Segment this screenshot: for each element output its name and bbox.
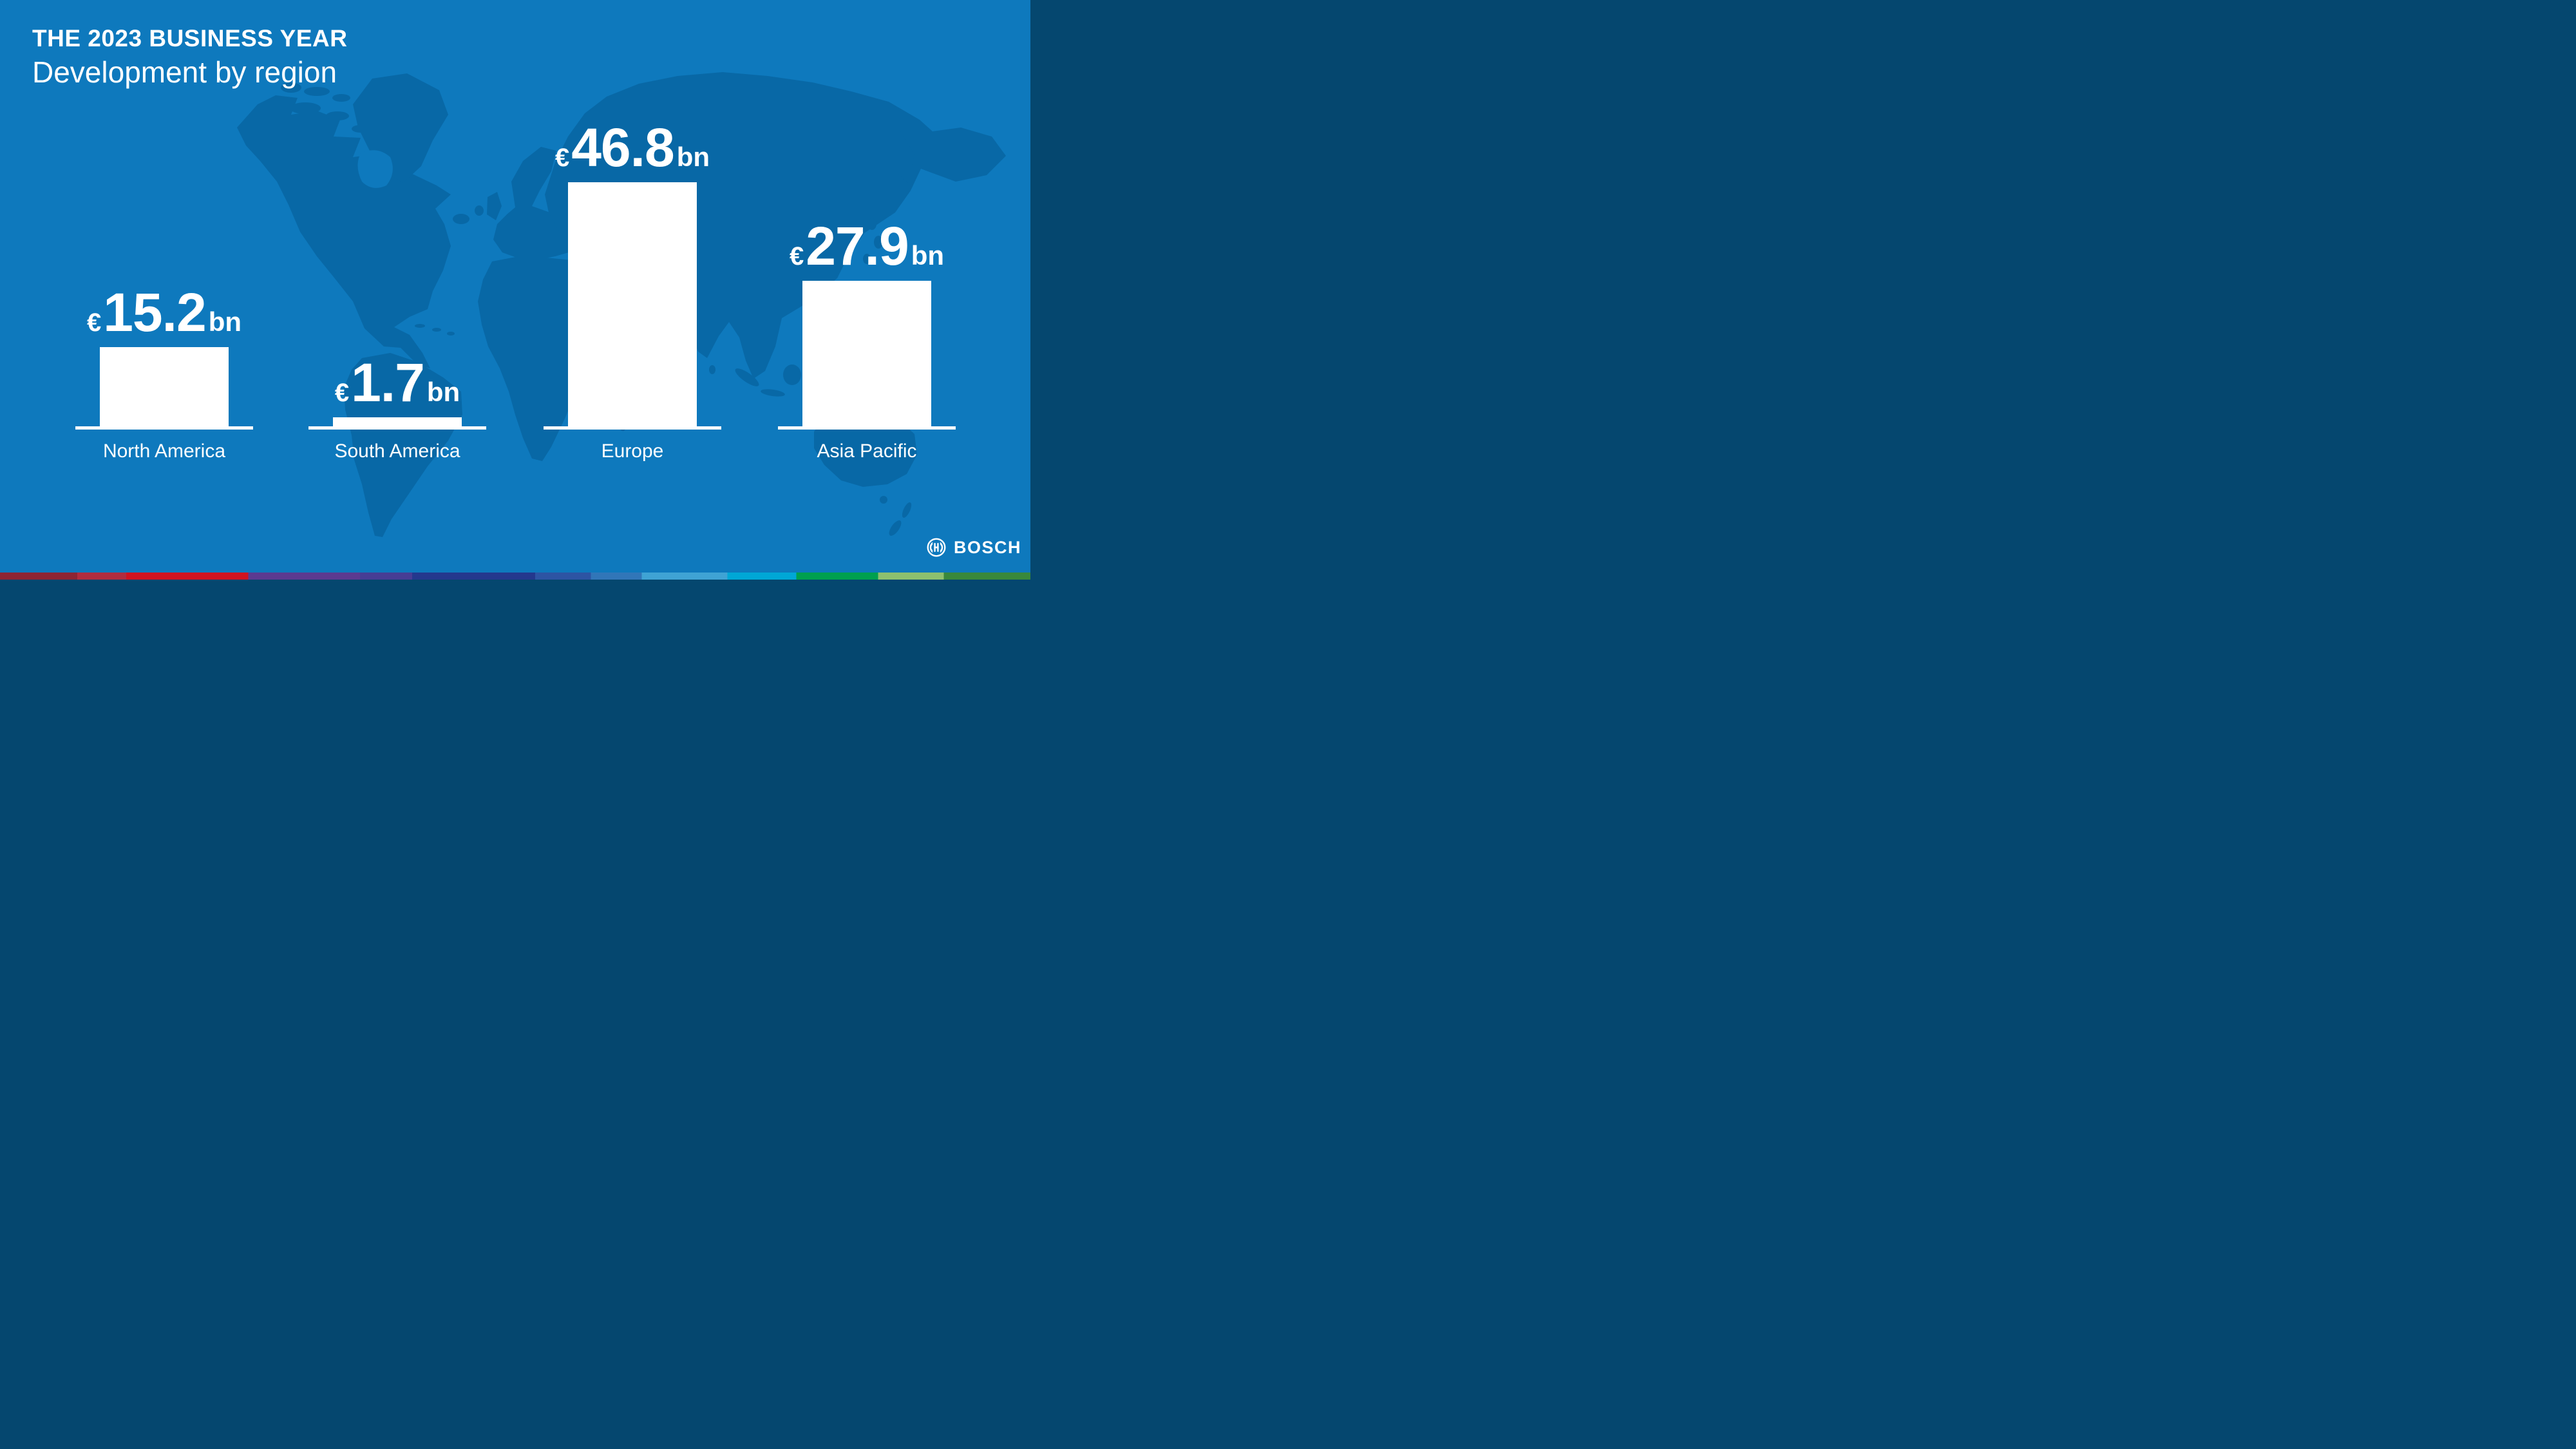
baseline [75, 426, 253, 430]
currency-symbol: € [334, 379, 350, 408]
currency-symbol: € [554, 143, 570, 172]
bar-value-unit: bn [426, 377, 460, 408]
bar-value-label: € 1.7 bn [335, 355, 460, 410]
region-group-europe: € 46.8 bn Europe [544, 0, 721, 580]
baseline [308, 426, 486, 430]
baseline [778, 426, 956, 430]
page-title: Development by region [32, 55, 337, 89]
category-label: North America [102, 440, 226, 462]
currency-symbol: € [86, 308, 102, 337]
brand-name: BOSCH [953, 538, 1021, 557]
category-label: Europe [601, 440, 664, 462]
category-label: Asia Pacific [817, 440, 917, 462]
bar-value-number: 46.8 [571, 117, 674, 178]
bar-value-label: € 27.9 bn [790, 219, 944, 273]
currency-symbol: € [789, 242, 804, 271]
bar [333, 417, 462, 426]
bar [802, 281, 931, 426]
slide: THE 2023 BUSINESS YEAR Development by re… [0, 0, 1030, 580]
header: THE 2023 BUSINESS YEAR Development by re… [32, 25, 348, 89]
bar-value-number: 27.9 [806, 216, 909, 277]
region-group-asia-pacific: € 27.9 bn Asia Pacific [778, 0, 956, 580]
bar-value-number: 1.7 [351, 352, 425, 413]
bar-value-number: 15.2 [103, 281, 206, 343]
region-group-south-america: € 1.7 bn South America [308, 0, 486, 580]
brand-stripe [0, 573, 1030, 580]
bar-value-unit: bn [911, 240, 945, 271]
category-label: South America [334, 440, 460, 462]
region-group-north-america: € 15.2 bn North America [75, 0, 253, 580]
bar [568, 182, 697, 426]
bar [100, 346, 229, 426]
brand-logo: BOSCH [927, 538, 1021, 557]
bosch-anchor-icon [927, 538, 946, 557]
baseline [544, 426, 721, 430]
bar-value-label: € 46.8 bn [555, 120, 710, 175]
slide-kicker: THE 2023 BUSINESS YEAR [32, 25, 348, 52]
bar-value-unit: bn [208, 306, 242, 337]
bar-value-unit: bn [676, 141, 710, 172]
bar-value-label: € 15.2 bn [87, 285, 242, 339]
